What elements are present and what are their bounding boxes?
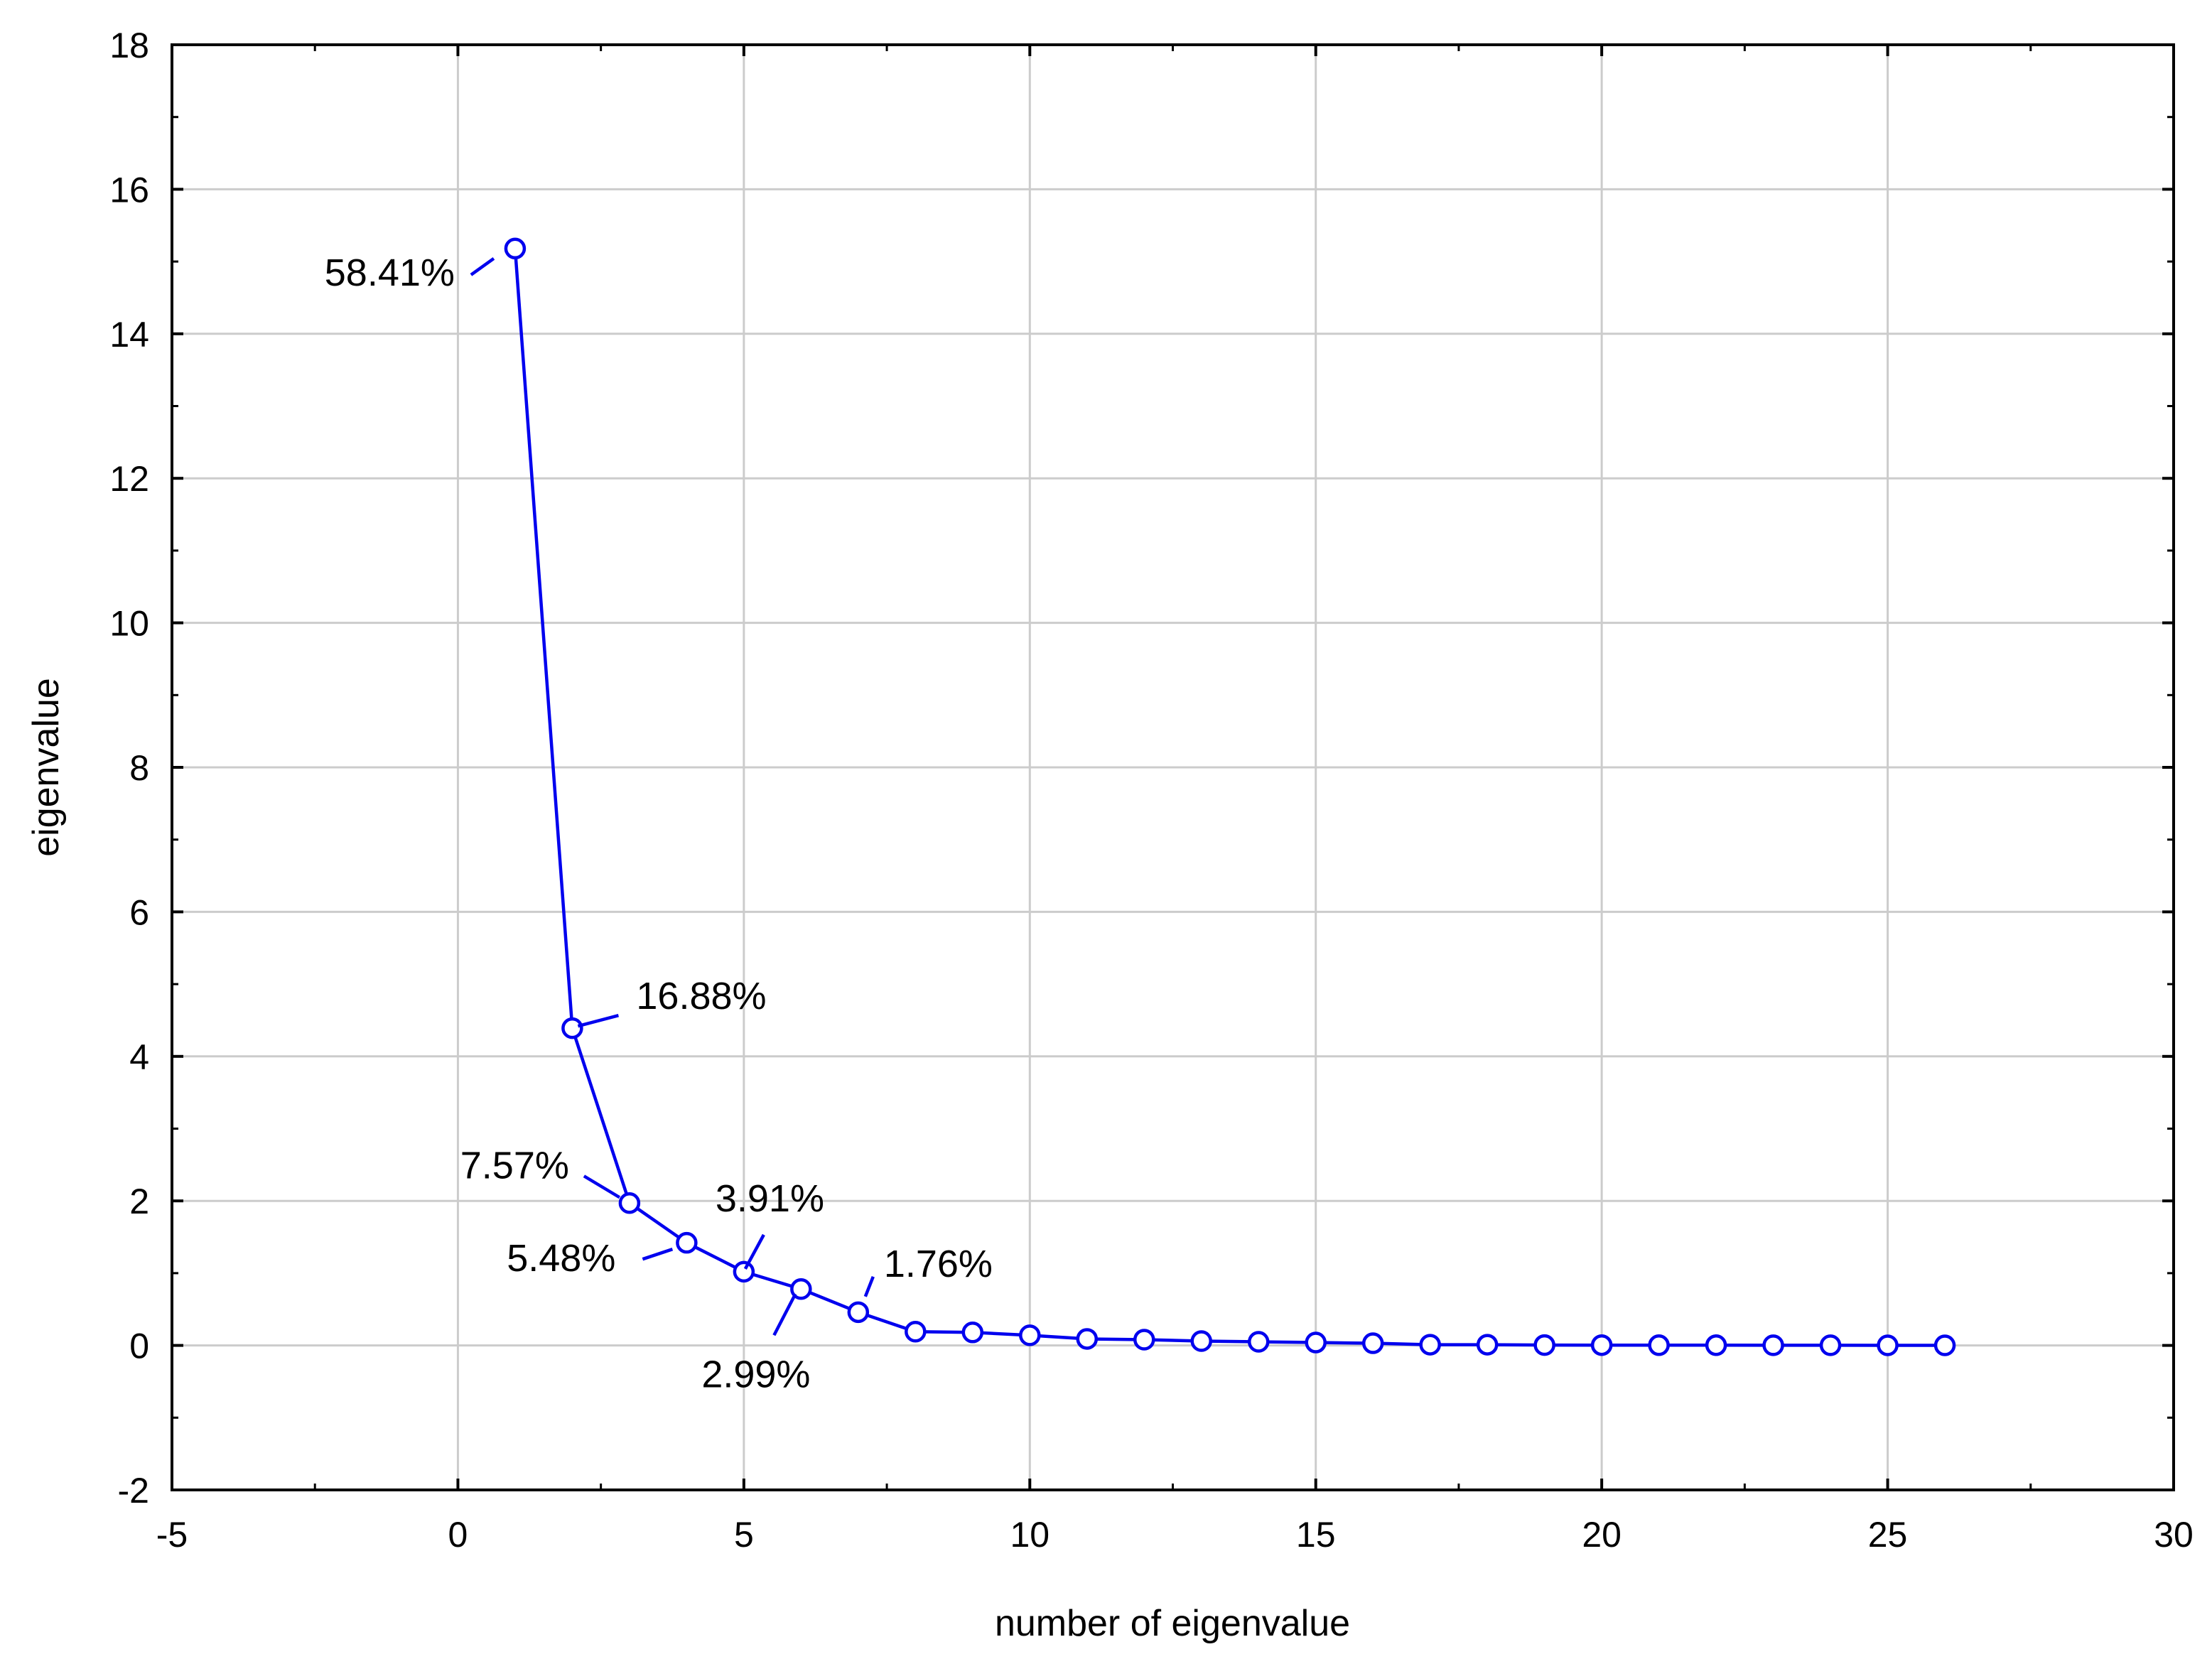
y-tick-label: 8 [129, 748, 149, 788]
y-tick-label: 0 [129, 1327, 149, 1366]
y-tick-label: 18 [109, 26, 149, 65]
data-point [1590, 1334, 1613, 1356]
y-tick-label: 2 [129, 1182, 149, 1221]
x-tick-label: 0 [448, 1515, 468, 1555]
y-tick-label: 14 [109, 315, 149, 355]
y-tick-label: 6 [129, 892, 149, 932]
data-point [790, 1278, 812, 1300]
annotation-leader [743, 1233, 765, 1270]
annotation-label: 5.48% [507, 1237, 615, 1280]
data-point [1705, 1334, 1727, 1356]
annotation-leader [583, 1174, 621, 1199]
x-tick-label: 20 [1582, 1515, 1622, 1555]
annotation-label: 1.76% [884, 1243, 993, 1285]
data-point [1933, 1334, 1956, 1356]
percent-annotations: 58.41% 16.88% 7.57% 5.48% 3.91% 2.99% 1.76% [325, 252, 993, 1395]
data-point [1533, 1334, 1555, 1356]
data-point [1648, 1334, 1670, 1356]
y-tick-label: 4 [129, 1037, 149, 1077]
series-eigenvalues [504, 237, 1956, 1356]
x-tick-label: 15 [1296, 1515, 1336, 1555]
annotation-leader [470, 256, 495, 276]
data-point [1133, 1329, 1155, 1351]
data-point [905, 1321, 927, 1343]
data-point [847, 1301, 870, 1324]
annotation-leader [577, 1013, 619, 1028]
annotation-label: 7.57% [460, 1144, 569, 1187]
annotation-label: 3.91% [716, 1177, 824, 1220]
data-point [1361, 1332, 1384, 1354]
x-tick-label: 10 [1010, 1515, 1050, 1555]
data-point [1305, 1331, 1327, 1354]
grid [172, 45, 2174, 1490]
annotation-label: 58.41% [325, 252, 455, 294]
axis-ticks: -5 0 5 10 15 20 25 30 -2 0 2 4 6 8 10 12 14 16 18 [109, 26, 2193, 1555]
y-tick-label: -2 [118, 1471, 149, 1511]
x-tick-label: 25 [1868, 1515, 1908, 1555]
data-point [1476, 1334, 1499, 1356]
data-point [561, 1017, 583, 1039]
data-point [618, 1192, 641, 1214]
data-point [1762, 1334, 1784, 1356]
data-point [733, 1260, 755, 1283]
data-point [1019, 1324, 1041, 1346]
y-tick-label: 16 [109, 170, 149, 210]
annotation-label: 16.88% [636, 975, 766, 1017]
data-point [961, 1322, 984, 1344]
annotation-leader [642, 1248, 674, 1261]
data-point [504, 237, 527, 260]
y-axis-label: eigenvalue [26, 678, 67, 857]
annotation-leader [863, 1275, 875, 1297]
annotation-label: 2.99% [701, 1353, 810, 1395]
x-tick-label: 30 [2154, 1515, 2194, 1555]
data-point [1819, 1334, 1842, 1356]
y-tick-label: 10 [109, 604, 149, 644]
y-tick-label: 12 [109, 459, 149, 499]
data-point [1877, 1334, 1899, 1356]
x-axis-label: number of eigenvalue [995, 1603, 1350, 1644]
x-tick-label: -5 [156, 1515, 188, 1555]
data-point [1247, 1331, 1270, 1353]
data-point [1419, 1334, 1441, 1356]
x-tick-label: 5 [734, 1515, 754, 1555]
annotation-leader [772, 1293, 797, 1336]
data-point [1076, 1328, 1099, 1350]
data-point [676, 1231, 698, 1254]
data-point [1190, 1330, 1212, 1352]
